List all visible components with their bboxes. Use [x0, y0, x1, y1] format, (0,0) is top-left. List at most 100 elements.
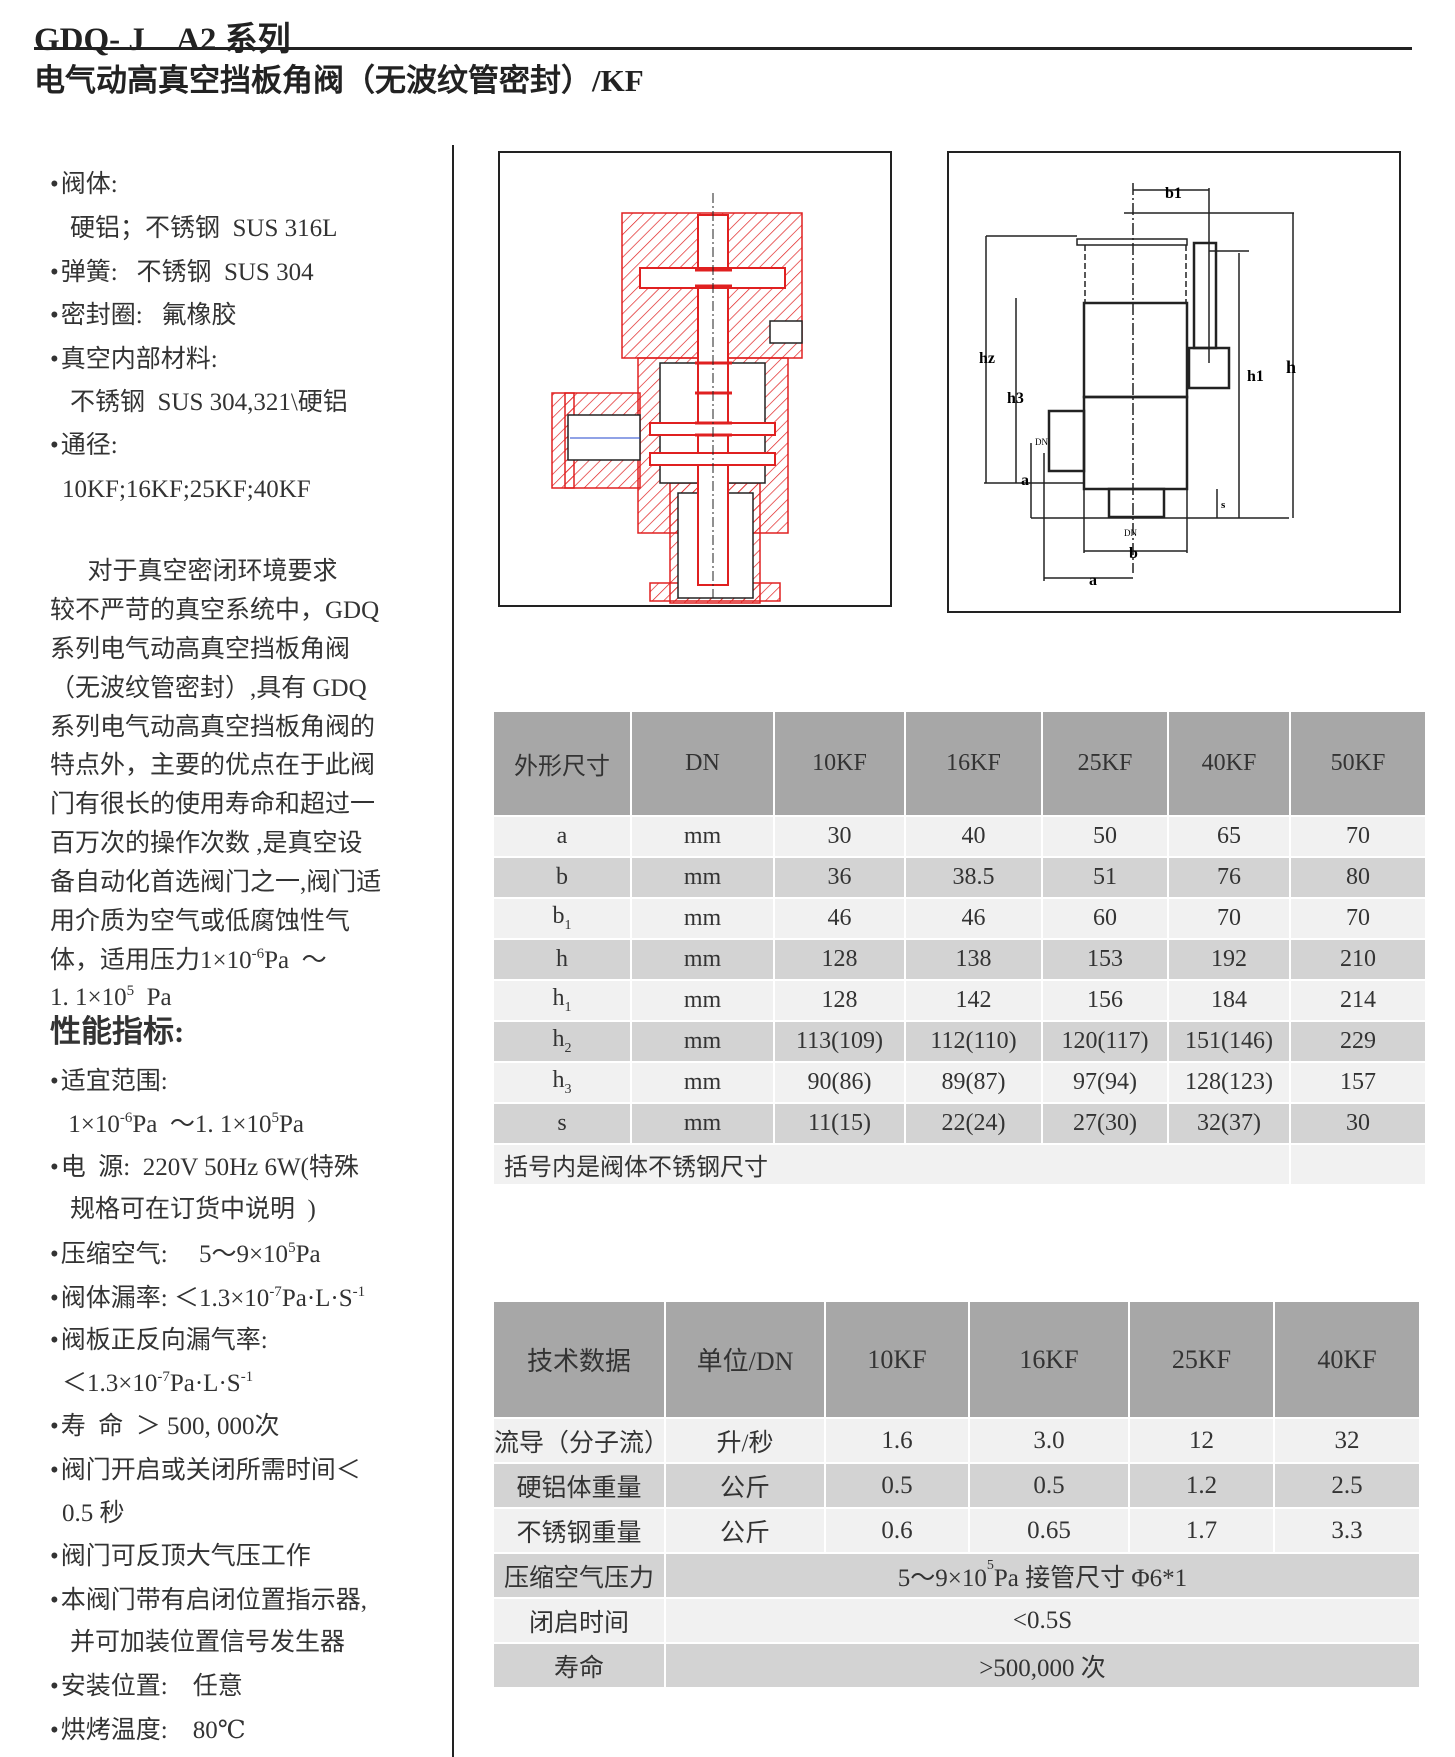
value-cell: 0.5 — [968, 1462, 1130, 1509]
text-segment: Pa — [295, 1241, 321, 1268]
text-segment: 百万次的操作次数 ,是真空设 — [50, 830, 363, 857]
text-segment: 阀体: — [60, 171, 118, 198]
column-divider — [452, 145, 454, 1757]
text-segment: 并可加装位置信号发生器 — [70, 1629, 346, 1656]
text-segment: ＜1.3×10 — [62, 1370, 158, 1397]
table-row: 流导（分子流） 升/秒 1.6 3.0 12 32 — [492, 1417, 1421, 1464]
text-segment: 系列电气动高真空挡板角阀 — [50, 636, 351, 663]
value-cell: 184 — [1167, 979, 1291, 1022]
unit: 公斤 — [664, 1462, 826, 1509]
spec-line: 弹簧: 不锈钢 SUS 304 — [50, 258, 314, 288]
symbol-subscript: 1 — [564, 999, 572, 1015]
value-cell: 38.5 — [904, 856, 1043, 899]
text-segment: 1×10 — [62, 1111, 120, 1138]
text-segment: 10KF;16KF;25KF;40KF — [62, 476, 311, 503]
spec-line: 真空内部材料: — [50, 345, 218, 375]
spec-line: 阀门可反顶大气压工作 — [50, 1542, 311, 1572]
value-cell: 76 — [1167, 856, 1291, 899]
text-segment: 1. 1×10 — [50, 984, 127, 1011]
exponent: 5 — [271, 1110, 279, 1126]
text-segment: 用介质为空气或低腐蚀性气 — [50, 908, 351, 935]
text-segment: 适宜范围: — [60, 1068, 168, 1095]
value-cell: 113(109) — [773, 1020, 906, 1063]
spec-line: 不锈钢 SUS 304,321\硬铝 — [70, 388, 348, 418]
value-cell: 128(123) — [1167, 1061, 1291, 1104]
table-row: h mm 128 138 153 192 210 — [492, 938, 1427, 981]
empty-cell — [1289, 1143, 1427, 1186]
text-segment: 特点外，主要的优点在于此阀 — [50, 752, 376, 779]
text-segment: 备自动化首选阀门之一,阀门适 — [50, 869, 382, 896]
text-segment: 系列电气动高真空挡板角阀的 — [50, 714, 376, 741]
label-h1: h1 — [1247, 368, 1264, 385]
value-cell: 214 — [1289, 979, 1427, 1022]
row-label: 寿命 — [492, 1642, 666, 1689]
exponent: -7 — [157, 1369, 170, 1385]
value-cell: 36 — [773, 856, 906, 899]
value-cell: 90(86) — [773, 1061, 906, 1104]
label-h2: hz — [979, 350, 995, 367]
value-cell: 153 — [1041, 938, 1169, 981]
symbol-subscript: 3 — [564, 1081, 572, 1097]
exponent: -1 — [352, 1284, 366, 1300]
label-a: a — [1089, 572, 1097, 589]
spec-line: 硬铝；不锈钢 SUS 316L — [70, 214, 337, 244]
table-row: b mm 36 38.5 51 76 80 — [492, 856, 1427, 899]
value-cell: 156 — [1041, 979, 1169, 1022]
spec-line: 阀体漏率: ＜1.3×10-7Pa·L·S-1 — [50, 1284, 365, 1314]
text-segment: 较不严苛的真空系统中，GDQ — [50, 597, 380, 624]
value-cell: 3.0 — [968, 1417, 1130, 1464]
spec-line: 0.5 秒 — [62, 1499, 125, 1529]
spec-line: 规格可在订货中说明 ) — [70, 1195, 316, 1225]
text-segment: 体，适用压力1×10 — [50, 947, 252, 974]
text-segment: 烘烤温度: 80℃ — [60, 1717, 246, 1744]
value-cell: 3.3 — [1273, 1507, 1421, 1554]
value-cell: 51 — [1041, 856, 1169, 899]
product-title: 电气动高真空挡板角阀（无波纹管密封）/KF — [34, 63, 644, 98]
value-cell: 60 — [1041, 897, 1169, 940]
spec-line: 阀板正反向漏气率: — [50, 1326, 268, 1356]
unit: mm — [630, 897, 775, 940]
text-segment: 阀体漏率: ＜1.3×10 — [60, 1285, 270, 1312]
label-b1: b1 — [1165, 185, 1182, 202]
spec-line: 1. 1×105 Pa — [50, 983, 172, 1013]
table-row: h1 mm 128 142 156 184 214 — [492, 979, 1427, 1022]
spec-line: 密封圈: 氟橡胶 — [50, 301, 237, 331]
value-cell: 27(30) — [1041, 1102, 1169, 1145]
column-header: 10KF — [773, 710, 906, 817]
row-label: 流导（分子流） — [492, 1417, 669, 1464]
exponent: -6 — [119, 1110, 133, 1126]
value-cell: 142 — [904, 979, 1043, 1022]
value-cell: 40 — [904, 815, 1043, 858]
symbol: b — [556, 864, 568, 890]
column-header: 16KF — [904, 710, 1043, 817]
table-row: 硬铝体重量 公斤 0.5 0.5 1.2 2.5 — [492, 1462, 1421, 1509]
dimension-symbol: h2 — [492, 1020, 632, 1063]
symbol: h — [556, 946, 568, 972]
spec-line: 较不严苛的真空系统中，GDQ — [50, 596, 379, 626]
text-segment: 性能指标: — [50, 1014, 185, 1049]
value-cell: 192 — [1167, 938, 1291, 981]
text-segment: Pa·L·S — [281, 1285, 353, 1312]
value-cell: 1.2 — [1128, 1462, 1275, 1509]
column-header: 40KF — [1167, 710, 1291, 817]
value-cell: 65 — [1167, 815, 1291, 858]
row-label: 压缩空气压力 — [492, 1552, 666, 1599]
text-segment: 本阀门带有启闭位置指示器, — [60, 1587, 368, 1614]
spec-line: ＜1.3×10-7Pa·L·S-1 — [62, 1369, 253, 1399]
value-cell: 70 — [1289, 815, 1427, 858]
unit: mm — [630, 1061, 775, 1104]
table-row-life: 寿命 >500,000 次 — [492, 1642, 1421, 1689]
value-cell: 120(117) — [1041, 1020, 1169, 1063]
value-exponent: 5 — [986, 1557, 994, 1573]
value-cell: 1.7 — [1128, 1507, 1275, 1554]
value-cell: 0.6 — [824, 1507, 970, 1554]
value-cell: 229 — [1289, 1020, 1427, 1063]
column-header: 50KF — [1289, 710, 1427, 817]
column-header: 外形尺寸 — [492, 710, 632, 817]
text-segment: Pa ～1. 1×10 — [132, 1111, 272, 1138]
column-header: 25KF — [1041, 710, 1169, 817]
label-b: b — [1129, 545, 1138, 562]
symbol: h — [552, 1026, 565, 1053]
unit: 公斤 — [664, 1507, 826, 1554]
symbol: a — [556, 823, 568, 849]
